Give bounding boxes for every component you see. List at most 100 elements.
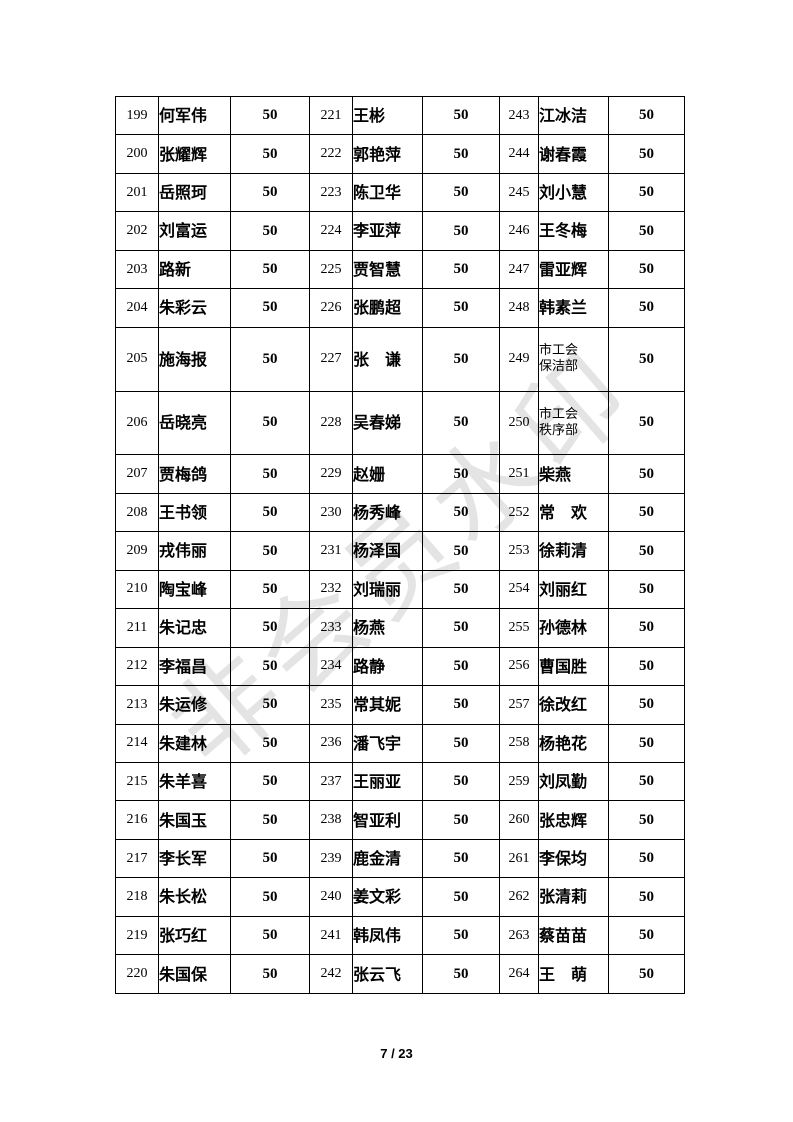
- score-cell: 50: [422, 454, 500, 494]
- score-cell: 50: [230, 134, 310, 174]
- member-number-cell: 230: [309, 492, 353, 533]
- score-cell: 50: [422, 800, 500, 840]
- member-number-cell: 213: [115, 685, 159, 725]
- score-cell: 50: [608, 172, 685, 213]
- table-row: 211 朱记忠 50 233 杨燕 50 255 孙德林 50: [115, 608, 685, 648]
- member-name-cell: 吴春娣: [352, 390, 423, 456]
- score-cell: 50: [230, 761, 310, 802]
- member-name-cell: 杨泽国: [352, 531, 423, 571]
- member-name-cell: 常其妮: [352, 685, 423, 725]
- member-name-cell: 张云飞: [352, 954, 423, 994]
- member-name-cell: 市工会 秩序部: [538, 390, 609, 456]
- member-name-cell: 朱羊喜: [158, 761, 231, 802]
- page-number: 7 / 23: [380, 1046, 413, 1061]
- member-name-cell: 王彬: [352, 95, 423, 136]
- member-number-cell: 229: [309, 454, 353, 494]
- member-number-cell: 235: [309, 685, 353, 725]
- member-name-cell: 刘富运: [158, 211, 231, 251]
- score-cell: 50: [422, 134, 500, 174]
- score-cell: 50: [422, 608, 500, 648]
- member-number-cell: 226: [309, 288, 353, 328]
- member-number-cell: 237: [309, 761, 353, 802]
- score-cell: 50: [230, 800, 310, 840]
- member-number-cell: 200: [115, 134, 159, 174]
- table-row: 205 施海报 50 227 张 谦 50 249 市工会 保洁部 50: [115, 326, 685, 392]
- score-cell: 50: [422, 172, 500, 213]
- member-number-cell: 215: [115, 761, 159, 802]
- table-row: 206 岳晓亮 50 228 吴春娣 50 250 市工会 秩序部 50: [115, 390, 685, 456]
- member-name-cell: 杨艳花: [538, 723, 609, 764]
- member-name-cell: 刘凤勤: [538, 761, 609, 802]
- score-cell: 50: [608, 134, 685, 174]
- score-cell: 50: [608, 454, 685, 494]
- score-cell: 50: [422, 492, 500, 533]
- score-cell: 50: [608, 531, 685, 571]
- table-row: 218 朱长松 50 240 姜文彩 50 262 张清莉 50: [115, 877, 685, 917]
- member-number-cell: 252: [499, 492, 539, 533]
- table-row: 217 李长军 50 239 鹿金清 50 261 李保均 50: [115, 838, 685, 879]
- score-cell: 50: [230, 569, 310, 610]
- score-cell: 50: [230, 531, 310, 571]
- member-name-cell: 王丽亚: [352, 761, 423, 802]
- score-cell: 50: [608, 954, 685, 994]
- member-name-cell: 贾梅鸽: [158, 454, 231, 494]
- member-name-cell: 赵姗: [352, 454, 423, 494]
- member-number-cell: 250: [499, 390, 539, 456]
- member-name-cell: 何军伟: [158, 95, 231, 136]
- member-number-cell: 260: [499, 800, 539, 840]
- table-row: 207 贾梅鸽 50 229 赵姗 50 251 柴燕 50: [115, 454, 685, 494]
- member-name-cell: 刘丽红: [538, 569, 609, 610]
- member-number-cell: 199: [115, 95, 159, 136]
- member-name-cell: 朱国保: [158, 954, 231, 994]
- member-number-cell: 227: [309, 326, 353, 392]
- member-name-cell: 朱长松: [158, 877, 231, 917]
- score-cell: 50: [608, 761, 685, 802]
- member-number-cell: 239: [309, 838, 353, 879]
- table-row: 214 朱建林 50 236 潘飞宇 50 258 杨艳花 50: [115, 723, 685, 764]
- score-cell: 50: [608, 288, 685, 328]
- member-number-cell: 264: [499, 954, 539, 994]
- member-number-cell: 254: [499, 569, 539, 610]
- member-name-cell: 张清莉: [538, 877, 609, 917]
- member-name-cell: 路静: [352, 646, 423, 687]
- member-number-cell: 247: [499, 249, 539, 290]
- member-number-cell: 210: [115, 569, 159, 610]
- member-name-cell: 姜文彩: [352, 877, 423, 917]
- score-cell: 50: [608, 800, 685, 840]
- member-name-cell: 张耀辉: [158, 134, 231, 174]
- member-name-cell: 蔡苗苗: [538, 915, 609, 956]
- score-cell: 50: [608, 569, 685, 610]
- member-number-cell: 221: [309, 95, 353, 136]
- score-cell: 50: [422, 326, 500, 392]
- member-name-cell: 张忠辉: [538, 800, 609, 840]
- member-name-cell: 朱运修: [158, 685, 231, 725]
- member-name-cell: 陶宝峰: [158, 569, 231, 610]
- member-number-cell: 238: [309, 800, 353, 840]
- member-number-cell: 216: [115, 800, 159, 840]
- score-cell: 50: [422, 95, 500, 136]
- member-name-cell: 李保均: [538, 838, 609, 879]
- member-number-cell: 236: [309, 723, 353, 764]
- member-number-cell: 246: [499, 211, 539, 251]
- member-name-cell: 张巧红: [158, 915, 231, 956]
- score-cell: 50: [230, 249, 310, 290]
- score-cell: 50: [422, 288, 500, 328]
- member-name-cell: 智亚利: [352, 800, 423, 840]
- member-number-cell: 257: [499, 685, 539, 725]
- member-number-cell: 259: [499, 761, 539, 802]
- score-cell: 50: [422, 249, 500, 290]
- score-cell: 50: [422, 723, 500, 764]
- member-number-cell: 201: [115, 172, 159, 213]
- member-number-cell: 204: [115, 288, 159, 328]
- member-number-cell: 263: [499, 915, 539, 956]
- score-cell: 50: [230, 915, 310, 956]
- table-row: 215 朱羊喜 50 237 王丽亚 50 259 刘凤勤 50: [115, 761, 685, 802]
- table-row: 199 何军伟 50 221 王彬 50 243 江冰洁 50: [115, 95, 685, 136]
- member-number-cell: 244: [499, 134, 539, 174]
- member-name-cell: 鹿金清: [352, 838, 423, 879]
- member-number-cell: 203: [115, 249, 159, 290]
- member-number-cell: 249: [499, 326, 539, 392]
- score-cell: 50: [422, 569, 500, 610]
- score-cell: 50: [422, 531, 500, 571]
- member-number-cell: 245: [499, 172, 539, 213]
